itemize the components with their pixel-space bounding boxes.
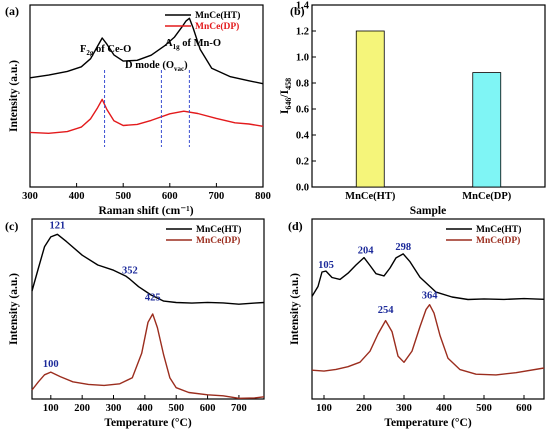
panel-d-peak-label: 298 [395,242,411,253]
panel-d-xtick-label: 200 [356,403,372,414]
panel-d-xtick-label: 600 [516,403,532,414]
panel-d-series-line [311,304,545,376]
panel-c-xtick-label: 500 [168,403,184,414]
panel-b-ytick-label: 0.0 [296,183,309,194]
panel-d-xlabel: Temperature (°C) [384,417,471,429]
panel-a-xtick-label: 300 [22,191,38,202]
panel-a-series [29,17,264,135]
panel-c-xtick-label: 700 [231,403,247,414]
panel-d-peak-label: 254 [378,305,395,316]
panel-a-xtick-label: 800 [255,191,271,202]
panel-a-guides [104,70,190,147]
panel-d-xtick-label: 400 [436,403,452,414]
panel-c-ticks: 100 200 300 400 500 600 700 [43,395,247,414]
panel-b-category-label: MnCe(DP) [462,191,511,202]
panel-a-xlabel: Raman shift (cm⁻¹) [98,205,193,217]
panel-a-ylabel: Intensity (a.u.) [8,60,20,132]
annotation-f2g: F2g of Ce-O [80,44,131,57]
panel-b-ytick-label: 1.0 [296,53,309,64]
panel-a-series-line [29,98,264,135]
panel-b-bar [355,30,385,188]
panel-c-xtick-label: 600 [200,403,216,414]
panel-b-ytick-label: 0.8 [296,79,309,90]
panel-b-ylabel: I646/I458 [279,78,293,114]
panel-c-legend: MnCe(HT)MnCe(DP) [166,224,241,246]
panel-c-label: (c) [5,219,18,233]
panel-c: (c) 100 200 300 400 500 600 700 121 352 425 100 M… [5,218,265,429]
panel-b-ytick-label: 0.2 [296,157,309,168]
panel-d-peak-label: 105 [318,260,334,271]
panel-c-ylabel: Intensity (a.u.) [8,273,20,345]
annotation-a1g: A1g of Mn-O [165,38,221,51]
panel-b-ytick-label: 0.6 [296,105,309,116]
panel-d-peaks: 105 204 298 254 364 [318,242,438,316]
panel-a-xtick-label: 700 [209,191,225,202]
panel-a-legend: MnCe(HT)MnCe(DP) [165,10,240,32]
panel-a-label: (a) [5,4,19,18]
panel-a-legend-entry: MnCe(DP) [195,21,239,32]
panel-b-bars [355,30,502,188]
panel-c-xtick-label: 300 [106,403,122,414]
panel-b-bar [472,72,502,188]
panel-c-peak-label: 352 [122,265,138,276]
panel-d: (d) 100 200 300 400 500 600 105 204 298 254 364 M… [288,218,545,429]
panel-d-ticks: 100 200 300 400 500 600 [316,395,532,414]
panel-c-peak-label: 100 [43,359,59,370]
panel-c-legend-entry: MnCe(HT) [196,224,241,235]
panel-c-frame [31,218,265,400]
panel-c-peaks: 121 352 425 100 [43,220,161,370]
panel-a-legend-entry: MnCe(HT) [195,10,240,21]
panel-c-peak-label: 121 [50,220,66,231]
panel-d-legend-entry: MnCe(DP) [476,235,520,246]
panel-c-series-line [31,233,265,305]
panel-a-xtick-label: 500 [115,191,131,202]
panel-b-ytick-label: 1.4 [296,1,310,12]
panel-b: (b) 0.0 0.2 0.4 0.6 0.8 1.0 1.2 1.4 MnCe(HT) MnCe… [279,1,546,217]
panel-c-xtick-label: 100 [43,403,59,414]
panel-d-legend-entry: MnCe(HT) [476,224,521,235]
annotation-d-mode: D mode (Ovac) [125,60,188,73]
panel-d-frame [311,218,545,400]
panel-d-xtick-label: 300 [396,403,412,414]
panel-c-xtick-label: 200 [74,403,90,414]
panel-b-xlabel: Sample [410,205,446,217]
panel-b-ytick-label: 1.2 [296,27,309,38]
panel-c-series [31,233,265,399]
panel-a-xtick-label: 400 [69,191,85,202]
panel-d-xtick-label: 100 [316,403,332,414]
panel-b-category-label: MnCe(HT) [345,191,396,202]
panel-d-peak-label: 364 [422,291,439,302]
panel-d-series [311,253,545,376]
panel-a-ticks: 300 400 500 600 700 800 [22,183,271,202]
panel-d-peak-label: 204 [358,246,375,257]
panel-c-series-line [31,313,265,399]
panel-c-xlabel: Temperature (°C) [104,417,191,429]
panel-d-xtick-label: 500 [476,403,492,414]
panel-c-peak-label: 425 [145,292,161,303]
panel-a-xtick-label: 600 [162,191,178,202]
panel-a: (a) 300 400 500 600 700 800 F2g of Ce-O D mod… [5,4,271,217]
panel-a-series-line [29,17,264,85]
panel-b-label: (b) [290,4,305,18]
panel-b-frame [311,4,546,188]
panel-d-legend: MnCe(HT)MnCe(DP) [446,224,521,246]
panel-d-ylabel: Intensity (a.u.) [289,273,301,345]
panel-d-series-line [311,253,545,301]
panel-c-legend-entry: MnCe(DP) [196,235,240,246]
panel-c-xtick-label: 400 [137,403,153,414]
panel-d-label: (d) [288,219,303,233]
panel-a-frame [29,4,264,188]
panel-b-ytick-label: 0.4 [296,131,310,142]
